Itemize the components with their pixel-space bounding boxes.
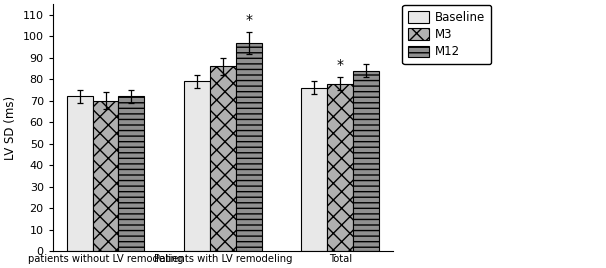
- Bar: [236, 43, 262, 251]
- Bar: [301, 88, 327, 251]
- Bar: [67, 96, 93, 251]
- Y-axis label: LV SD (ms): LV SD (ms): [4, 96, 17, 160]
- Bar: [184, 81, 210, 251]
- Bar: [353, 71, 379, 251]
- Text: *: *: [337, 58, 344, 72]
- Bar: [93, 101, 118, 251]
- Bar: [210, 66, 236, 251]
- Bar: [327, 84, 353, 251]
- Legend: Baseline, M3, M12: Baseline, M3, M12: [402, 5, 491, 64]
- Bar: [118, 96, 144, 251]
- Text: *: *: [245, 13, 252, 27]
